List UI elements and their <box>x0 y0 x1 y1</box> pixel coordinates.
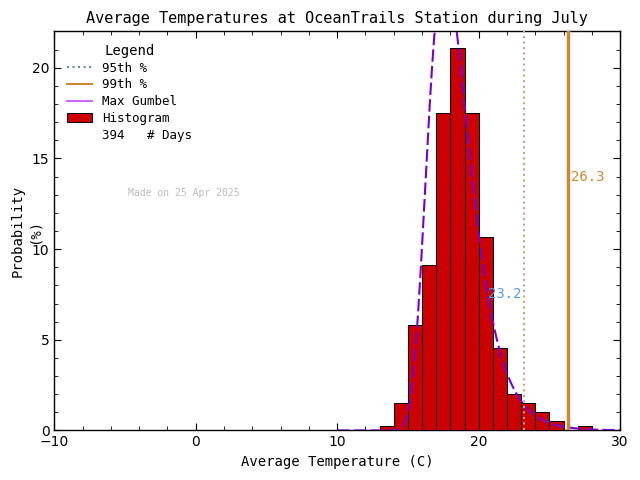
Bar <box>507 394 521 431</box>
Bar <box>521 403 535 431</box>
Bar <box>479 237 493 431</box>
Text: 26.3: 26.3 <box>571 169 604 183</box>
Bar <box>422 264 436 431</box>
X-axis label: Average Temperature (C): Average Temperature (C) <box>241 455 433 469</box>
Bar <box>451 48 465 431</box>
Bar <box>549 421 564 431</box>
Bar <box>394 403 408 431</box>
Bar <box>380 426 394 431</box>
Bar <box>465 113 479 431</box>
Bar <box>436 113 451 431</box>
Title: Average Temperatures at OceanTrails Station during July: Average Temperatures at OceanTrails Stat… <box>86 11 588 26</box>
Legend: 95th %, 99th %, Max Gumbel, Histogram, 394   # Days: 95th %, 99th %, Max Gumbel, Histogram, 3… <box>61 38 198 148</box>
Text: Made on 25 Apr 2025: Made on 25 Apr 2025 <box>128 188 239 198</box>
Bar <box>493 348 507 431</box>
Y-axis label: Probability
(%): Probability (%) <box>11 185 42 277</box>
Bar <box>408 324 422 431</box>
Text: 23.2: 23.2 <box>488 288 522 301</box>
Bar <box>578 426 592 431</box>
Bar <box>535 412 549 431</box>
